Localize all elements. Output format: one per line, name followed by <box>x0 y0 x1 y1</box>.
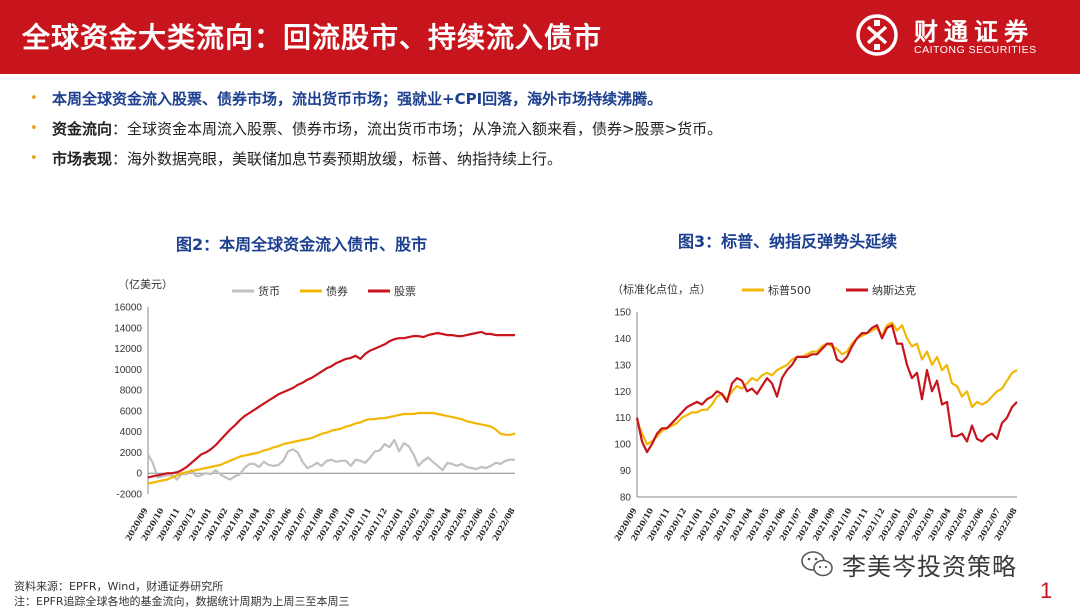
legend-label: 纳斯达克 <box>872 284 916 297</box>
bullet-item-3: • 市场表现：海外数据亮眼，美联储加息节奏预期放缓，标普、纳指持续上行。 <box>30 148 1050 178</box>
y-tick-label: 6000 <box>120 406 143 417</box>
y-tick-label: 8000 <box>120 386 143 397</box>
footnote: 注：EPFR追踪全球各地的基金流向，数据统计周期为上周三至本周三 <box>14 595 350 608</box>
watermark-text: 李美岑投资策略 <box>842 553 1017 581</box>
y-tick-label: 14000 <box>114 323 142 334</box>
bullet-item-1: • 本周全球资金流入股票、债券市场，流出货币市场；强就业+CPI回落，海外市场持… <box>30 88 1050 118</box>
y-tick-label: 2000 <box>120 448 143 459</box>
legend-label: 货币 <box>258 284 280 298</box>
y-tick-label: -2000 <box>116 490 142 501</box>
caitong-logo-icon <box>856 14 898 56</box>
bullet-item-2: • 资金流向：全球资金本周流入股票、债券市场，流出货币市场；从净流入额来看，债券… <box>30 118 1050 148</box>
y-tick-label: 100 <box>614 440 631 451</box>
y-tick-label: 130 <box>614 360 631 371</box>
bullet-dot-icon: • <box>30 151 38 166</box>
y-tick-label: 12000 <box>114 344 142 355</box>
bullet-text-3: ：海外数据亮眼，美联储加息节奏预期放缓，标普、纳指持续上行。 <box>112 150 563 168</box>
series-line-1 <box>147 438 515 481</box>
wechat-icon <box>801 551 833 577</box>
logo-english-text: CAITONG SECURITIES <box>914 44 1037 56</box>
series-line-2 <box>635 324 1018 454</box>
y-tick-label: 16000 <box>114 303 142 314</box>
bullet-dot-icon: • <box>30 121 38 136</box>
chart-fund-flow-unit: （亿美元） <box>118 278 173 291</box>
bullet-text-2: ：全球资金本周流入股票、债券市场，流出货币市场；从净流入额来看，债券>股票>货币… <box>112 120 723 138</box>
page-number: 1 <box>1040 578 1053 603</box>
y-tick-label: 10000 <box>114 365 142 376</box>
y-tick-label: 120 <box>614 387 631 398</box>
header-bar: 全球资金大类流向：回流股市、持续流入债市 财通证券 CAITONG SECURI… <box>0 0 1080 74</box>
y-tick-label: 4000 <box>120 427 143 438</box>
y-tick-label: 90 <box>620 466 632 477</box>
bullet-dot-icon: • <box>30 91 38 106</box>
legend-label: 股票 <box>394 285 416 298</box>
bullet-text-1: 本周全球资金流入股票、债券市场，流出货币市场；强就业+CPI回落，海外市场持续沸… <box>52 90 663 108</box>
y-tick-label: 80 <box>620 493 632 504</box>
series-line-1 <box>635 321 1018 446</box>
logo-chinese-text: 财通证券 <box>914 18 1034 46</box>
chart-fund-flow-title: 图2：本周全球资金流入债市、股市 <box>176 235 428 254</box>
chart-index-title: 图3：标普、纳指反弹势头延续 <box>678 232 898 251</box>
y-tick-label: 140 <box>614 334 631 345</box>
y-tick-label: 110 <box>615 413 631 424</box>
company-logo: 财通证券 CAITONG SECURITIES <box>852 10 1072 64</box>
source-note: 资料来源：EPFR，Wind，财通证券研究所 <box>14 580 224 593</box>
series-line-3 <box>147 330 515 479</box>
chart-index-unit: （标准化点位，点） <box>612 283 711 296</box>
chart-fund-flow: -2000 0 2000 4000 6000 8000 10000 12000 14000 160… <box>114 284 517 542</box>
series-line-2 <box>147 411 516 485</box>
y-tick-label: 0 <box>136 469 142 480</box>
bullet-lead-2: 资金流向 <box>52 120 113 138</box>
page-title: 全球资金大类流向：回流股市、持续流入债市 <box>22 21 603 54</box>
bullet-lead-3: 市场表现 <box>52 150 113 168</box>
legend-label: 债券 <box>326 284 348 298</box>
legend-label: 标普500 <box>768 283 811 297</box>
summary-bullets: • 本周全球资金流入股票、债券市场，流出货币市场；强就业+CPI回落，海外市场持… <box>30 88 1050 178</box>
y-tick-label: 150 <box>614 308 631 319</box>
